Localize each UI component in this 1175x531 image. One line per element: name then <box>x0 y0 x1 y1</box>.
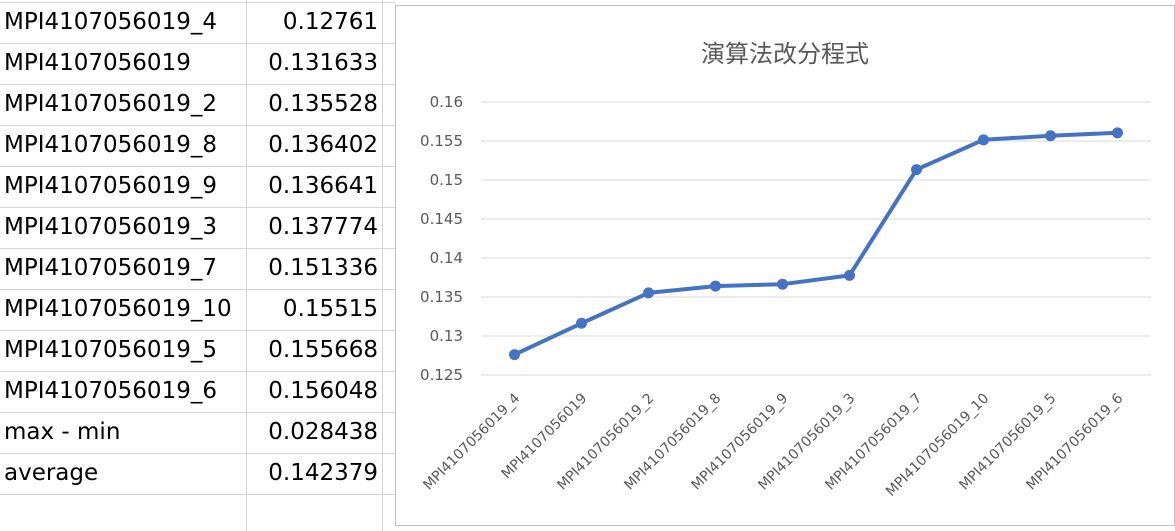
row-divider <box>0 84 395 85</box>
row-divider <box>0 2 395 3</box>
y-tick-label: 0.14 <box>430 249 463 267</box>
row-divider <box>0 248 395 249</box>
cell-value[interactable]: 0.155668 <box>268 337 378 363</box>
y-tick-label: 0.135 <box>420 288 463 306</box>
cell-label[interactable]: average <box>4 460 99 486</box>
row-divider <box>0 453 395 454</box>
data-point[interactable] <box>576 317 587 329</box>
row-divider <box>0 494 395 495</box>
cell-value[interactable]: 0.136641 <box>268 173 378 199</box>
cell-label[interactable]: MPI4107056019_9 <box>4 173 217 199</box>
row-divider <box>0 289 395 290</box>
data-point[interactable] <box>911 164 922 176</box>
line-chart[interactable]: 演算法改分程式 0.125 0.13 0.135 0.14 0.145 0.15 0.155… <box>395 5 1175 526</box>
cell-label[interactable]: max - min <box>4 419 121 445</box>
column-divider <box>382 0 383 531</box>
cell-label[interactable]: MPI4107056019_2 <box>4 91 217 117</box>
y-tick-label: 0.13 <box>430 327 463 345</box>
cell-value[interactable]: 0.028438 <box>268 419 378 445</box>
cell-label[interactable]: MPI4107056019_5 <box>4 337 217 363</box>
cell-value[interactable]: 0.131633 <box>268 50 378 76</box>
chart-plot-area: 0.1250.130.1350.140.1450.150.1550.16MPI4… <box>420 93 1151 500</box>
cell-value[interactable]: 0.12761 <box>282 9 378 35</box>
cell-value[interactable]: 0.142379 <box>268 460 378 486</box>
data-point[interactable] <box>710 280 721 292</box>
cell-value[interactable]: 0.156048 <box>268 378 378 404</box>
column-divider <box>246 0 247 531</box>
cell-label[interactable]: MPI4107056019_6 <box>4 378 217 404</box>
y-tick-label: 0.145 <box>420 210 463 228</box>
cell-label[interactable]: MPI4107056019_3 <box>4 214 217 240</box>
cell-label[interactable]: MPI4107056019_4 <box>4 9 217 35</box>
y-tick-label: 0.155 <box>420 132 463 150</box>
y-tick-label: 0.16 <box>430 93 463 111</box>
cell-label[interactable]: MPI4107056019 <box>4 50 191 76</box>
cell-value[interactable]: 0.15515 <box>282 296 378 322</box>
row-divider <box>0 371 395 372</box>
y-tick-label: 0.15 <box>430 171 463 189</box>
data-point[interactable] <box>777 278 788 290</box>
cell-value[interactable]: 0.137774 <box>268 214 378 240</box>
cell-value[interactable]: 0.151336 <box>268 255 378 281</box>
chart-title: 演算法改分程式 <box>701 40 869 68</box>
row-divider <box>0 207 395 208</box>
data-point[interactable] <box>643 287 654 299</box>
cell-label[interactable]: MPI4107056019_10 <box>4 296 232 322</box>
row-divider <box>0 125 395 126</box>
y-tick-label: 0.125 <box>420 366 463 384</box>
data-point[interactable] <box>1112 127 1123 139</box>
data-point[interactable] <box>1045 130 1056 142</box>
row-divider <box>0 412 395 413</box>
cell-label[interactable]: MPI4107056019_8 <box>4 132 217 158</box>
data-point[interactable] <box>509 349 520 361</box>
cell-value[interactable]: 0.136402 <box>268 132 378 158</box>
row-divider <box>0 330 395 331</box>
series-line <box>513 130 1118 357</box>
data-point[interactable] <box>978 134 989 146</box>
row-divider <box>0 166 395 167</box>
cell-label[interactable]: MPI4107056019_7 <box>4 255 217 281</box>
data-point[interactable] <box>844 269 855 281</box>
row-divider <box>0 43 395 44</box>
cell-value[interactable]: 0.135528 <box>268 91 378 117</box>
